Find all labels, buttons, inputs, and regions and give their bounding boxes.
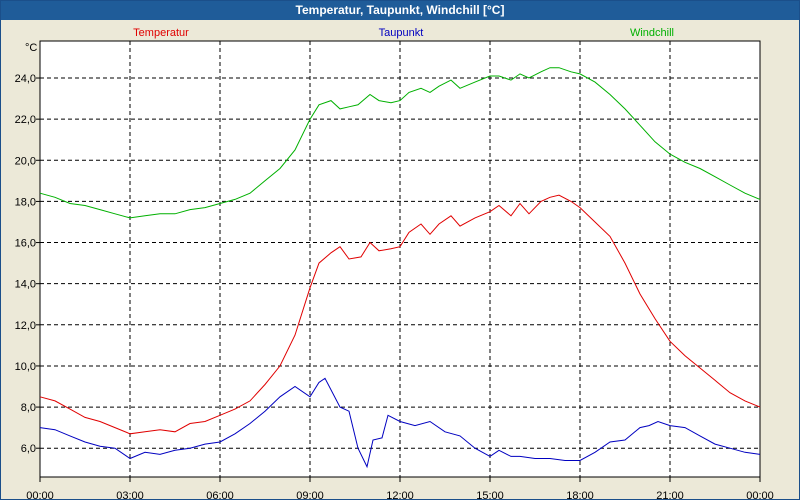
legend: Temperatur Taupunkt Windchill	[133, 27, 674, 39]
x-axis: 00:0024.08.2503:0024.08.2506:0024.08.250…	[26, 477, 774, 499]
legend-entry-windchill: Windchill	[630, 27, 674, 39]
y-tick-label: 16,0	[15, 238, 36, 250]
y-tick-label: 24,0	[15, 73, 36, 85]
window-title: Temperatur, Taupunkt, Windchill [°C]	[1, 1, 799, 20]
series-line-windchill	[39, 67, 761, 219]
grid-lines	[40, 41, 760, 477]
y-tick-label: 18,0	[15, 196, 36, 208]
x-tick-time-label: 21:00	[656, 490, 684, 499]
y-tick-label: 8,0	[21, 402, 36, 414]
x-tick-time-label: 00:00	[746, 490, 774, 499]
y-tick-label: 20,0	[15, 155, 36, 167]
y-tick-label: 6,0	[21, 443, 36, 455]
x-tick-time-label: 06:00	[206, 490, 234, 499]
series-line-temperatur	[39, 194, 761, 435]
y-unit-label: °C	[25, 42, 37, 54]
y-tick-label: 22,0	[15, 114, 36, 126]
x-tick-time-label: 18:00	[566, 490, 594, 499]
y-tick-label: 14,0	[15, 279, 36, 291]
series-group	[39, 67, 761, 469]
series-line-taupunkt	[39, 377, 761, 469]
x-tick-time-label: 00:00	[26, 490, 54, 499]
x-tick-time-label: 03:00	[116, 490, 144, 499]
y-tick-label: 12,0	[15, 320, 36, 332]
line-chart: 24,0 22,0 20,0 18,0 16,0 14,0 12,0 10,0 8,0 6,0 0…	[15, 27, 774, 499]
y-tick-label: 10,0	[15, 361, 36, 373]
x-tick-time-label: 15:00	[476, 490, 504, 499]
legend-entry-taupunkt: Taupunkt	[379, 27, 424, 39]
legend-entry-temperatur: Temperatur	[133, 27, 189, 39]
y-axis: 24,0 22,0 20,0 18,0 16,0 14,0 12,0 10,0 8,0 6,0	[15, 73, 40, 455]
x-tick-time-label: 09:00	[296, 490, 324, 499]
x-tick-time-label: 12:00	[386, 490, 414, 499]
